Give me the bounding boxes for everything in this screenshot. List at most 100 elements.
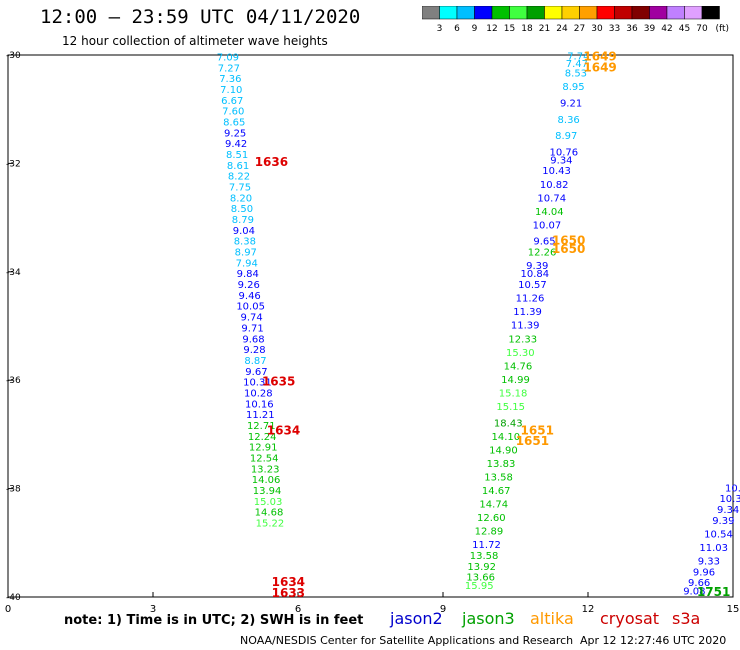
wave-height-point: 10.05 (236, 302, 265, 313)
wave-height-point: 15.30 (506, 348, 535, 359)
wave-height-point: 12.60 (477, 513, 506, 524)
wave-height-point: 7.75 (229, 183, 251, 194)
wave-height-point: 10.07 (533, 220, 562, 231)
wave-height-point: 14.74 (479, 500, 508, 511)
pass-time-label: 1650 (552, 234, 585, 248)
wave-height-point: 12.89 (475, 527, 504, 538)
pass-time-label: 1635 (262, 375, 295, 389)
wave-height-point: 12.71 (247, 421, 276, 432)
y-tick-label: -38 (6, 485, 21, 495)
wave-height-point: 9.39 (712, 516, 734, 527)
wave-height-point: 14.76 (504, 361, 533, 372)
pass-time-label: 1634 (267, 423, 300, 437)
wave-height-point: 9.68 (242, 334, 264, 345)
wave-height-point: 9.66 (688, 578, 710, 589)
wave-height-point: 14.90 (489, 445, 518, 456)
wave-height-point: 9.42 (225, 139, 247, 150)
footer-timestamp: Apr 12 12:27:46 UTC 2020 (580, 634, 727, 647)
page-subtitle: 12 hour collection of altimeter wave hei… (62, 34, 328, 48)
wave-height-point: 9.96 (693, 567, 715, 578)
x-tick-label: 15 (727, 604, 740, 615)
legend-tick-label: 6 (454, 24, 460, 34)
legend-tick-label: 9 (472, 24, 478, 34)
wave-height-point: 14.68 (255, 508, 284, 519)
wave-height-point: 10.28 (244, 388, 273, 399)
wave-height-point: 10.76 (550, 147, 579, 158)
wave-height-point: 7.60 (222, 107, 244, 118)
pass-time-label: 1634 (272, 575, 305, 589)
wave-height-point: 8.51 (226, 150, 248, 161)
satellite-s3a: s3a (672, 609, 701, 628)
wave-height-point: 8.38 (234, 237, 256, 248)
wave-height-point: 14.67 (482, 486, 511, 497)
wave-height-point: 9.33 (698, 556, 720, 567)
wave-height-point: 10. (725, 483, 740, 494)
wave-height-point: 10.54 (704, 529, 733, 540)
wave-height-point: 9.71 (241, 323, 263, 334)
wave-height-point: 10.57 (518, 280, 547, 291)
wave-height-point: 9.74 (240, 313, 262, 324)
wave-height-point: 7.09 (217, 52, 239, 63)
wave-height-point: 13.92 (467, 562, 496, 573)
wave-height-point: 9.46 (239, 291, 261, 302)
wave-height-point: 14.99 (501, 375, 530, 386)
wave-height-point: 11.03 (699, 543, 728, 554)
y-tick-label: -34 (6, 268, 21, 278)
pass-time-label: 1650 (552, 242, 585, 256)
plot-frame (7, 54, 734, 598)
wave-height-point: 14.10 (492, 432, 521, 443)
wave-height-point: 7.47 (566, 59, 588, 70)
legend-tick-label: 36 (626, 24, 638, 34)
legend-tick-label: 18 (521, 24, 533, 34)
wave-height-point: 7.36 (219, 74, 241, 85)
wave-height-point: 9.34 (717, 505, 739, 516)
wave-height-point: 8.36 (558, 115, 580, 126)
wave-height-point: 9.67 (245, 367, 267, 378)
wave-height-point: 8.61 (227, 161, 249, 172)
y-tick-label: -32 (6, 159, 21, 169)
wave-height-point: 10.74 (537, 193, 566, 204)
wave-height-point: 7.74 (567, 51, 589, 62)
wave-height-point: 15.95 (465, 581, 494, 592)
pass-time-label: 1751 (697, 585, 730, 599)
color-scale-legend: 3 6 9 12 15 18 21 24 27 30 33 36 39 42 45 70 (ft) (422, 6, 730, 34)
wave-height-point: 10.82 (540, 180, 569, 191)
legend-unit: (ft) (716, 24, 730, 34)
wave-height-point: 8.20 (230, 193, 252, 204)
wave-height-point: 9.08 (683, 586, 705, 597)
wave-height-point: 12.24 (248, 432, 277, 443)
wave-height-point: 12.54 (250, 454, 279, 465)
wave-height-point: 8.95 (562, 82, 584, 93)
x-tick-label: 9 (440, 604, 446, 615)
wave-height-point: 13.66 (466, 573, 495, 584)
wave-height-point: 11.39 (511, 321, 540, 332)
wave-height-point: 13.58 (470, 551, 499, 562)
wave-height-point: 9.84 (237, 269, 259, 280)
legend-tick-label: 12 (486, 24, 497, 34)
wave-height-point: 7.10 (220, 85, 242, 96)
wave-height-point: 18.43 (494, 418, 523, 429)
wave-height-point: 7.27 (218, 63, 240, 74)
wave-height-point: 8.22 (228, 172, 250, 183)
wave-height-point: 12.26 (528, 248, 557, 259)
wave-height-point: 9.25 (224, 128, 246, 139)
note-text: note: 1) Time is in UTC; 2) SWH is in fe… (64, 613, 364, 628)
legend-tick-label: 3 (437, 24, 443, 34)
wave-height-point: 10.3 (719, 494, 740, 505)
satellite-jason3: jason3 (462, 609, 515, 628)
pass-time-label: 1649 (583, 60, 616, 74)
wave-height-point: 9.28 (243, 345, 265, 356)
x-tick-label: 0 (5, 604, 11, 615)
x-tick-label: 12 (582, 604, 595, 615)
wave-height-point: 13.94 (253, 486, 282, 497)
satellite-jason2: jason2 (390, 609, 443, 628)
wave-height-point: 8.87 (244, 356, 266, 367)
wave-height-plot: -30 -32 -34 -36 -38 -40 0 3 6 9 12 15 7.097.277.36… (5, 49, 740, 615)
wave-height-point: 11.72 (472, 540, 501, 551)
wave-height-point: 10.31 (243, 378, 272, 389)
wave-height-point: 10.16 (245, 399, 274, 410)
legend-tick-label: 24 (556, 24, 568, 34)
y-tick-label: -30 (6, 51, 21, 61)
wave-height-point: 15.03 (254, 497, 283, 508)
wave-height-point: 13.58 (484, 472, 513, 483)
